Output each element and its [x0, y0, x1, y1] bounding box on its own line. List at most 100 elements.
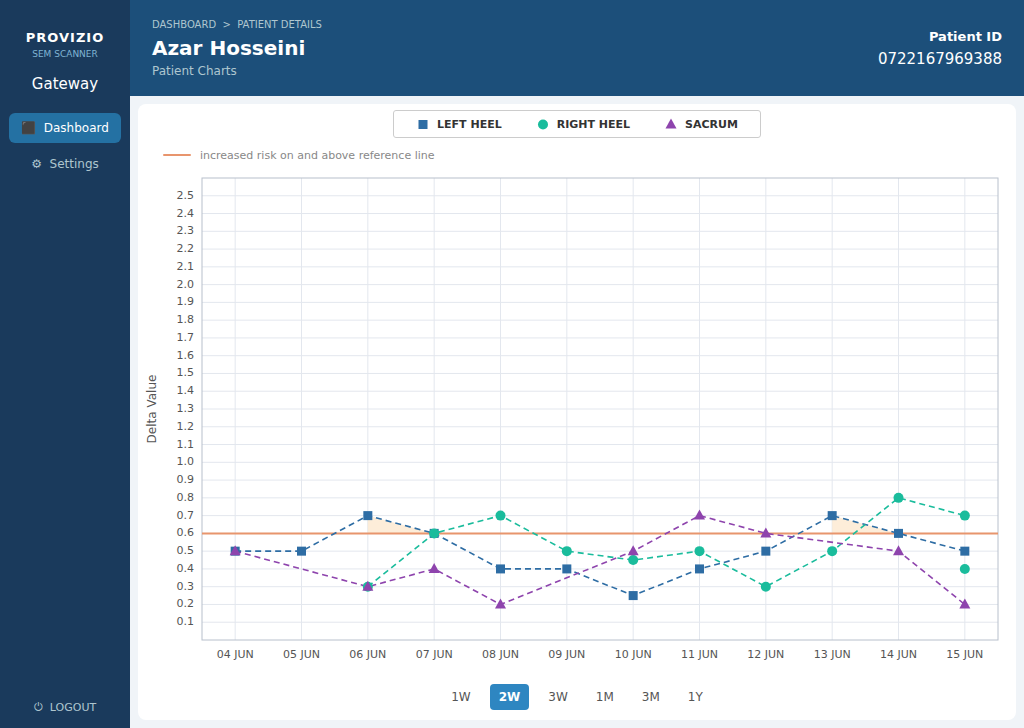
x-tick-label: 07 JUN — [416, 648, 453, 661]
reference-key-line — [164, 154, 190, 156]
y-tick-label: 1.7 — [177, 331, 195, 344]
x-tick-label: 12 JUN — [747, 648, 784, 661]
y-tick-label: 0.7 — [177, 509, 195, 522]
y-grid-line — [202, 426, 998, 427]
series-line — [235, 516, 965, 605]
y-tick-label: 1.5 — [177, 366, 195, 379]
data-point — [629, 591, 638, 600]
time-button[interactable]: 3W — [539, 684, 577, 710]
x-tick-label: 13 JUN — [814, 648, 851, 661]
legend-symbol — [538, 120, 548, 130]
y-tick-label: 1.0 — [177, 455, 195, 468]
time-button[interactable]: 1W — [442, 684, 480, 710]
data-point — [760, 527, 771, 537]
reference-key — [162, 150, 192, 160]
x-grid-line — [832, 178, 833, 640]
y-tick-label: 2.2 — [177, 242, 195, 255]
header: DASHBOARD > PATIENT DETAILSAzar Hosseini… — [130, 0, 1024, 96]
y-grid-line — [202, 480, 998, 481]
y-tick-label: 2.1 — [177, 260, 195, 273]
y-grid-line — [202, 320, 998, 321]
y-tick-label: 0.1 — [177, 615, 195, 628]
y-grid-line — [202, 568, 998, 569]
data-point — [695, 546, 705, 556]
nav-item[interactable]: ⬛ Dashboard — [9, 113, 121, 143]
y-grid-line — [202, 586, 998, 587]
x-grid-line — [633, 178, 634, 640]
data-point — [695, 564, 704, 573]
legend-marker — [416, 117, 430, 131]
y-tick-label: 1.9 — [177, 295, 195, 308]
y-tick-label: 0.2 — [177, 597, 195, 610]
plot-frame — [202, 178, 998, 640]
time-buttons: 1W 2W 3W 1M 3M 1Y — [138, 674, 1016, 720]
y-tick-label: 0.8 — [177, 491, 195, 504]
data-point — [628, 545, 639, 555]
header-right: Patient ID0722167969388 — [878, 29, 1002, 68]
legend-symbol — [419, 120, 428, 129]
axes: 0.10.20.30.40.50.60.70.80.91.01.11.21.31… — [145, 178, 998, 661]
x-tick-label: 05 JUN — [283, 648, 320, 661]
y-grid-line — [202, 497, 998, 498]
x-tick-label: 15 JUN — [946, 648, 983, 661]
legend-label: SACRUM — [685, 118, 738, 131]
header-left: DASHBOARD > PATIENT DETAILSAzar Hosseini… — [152, 19, 322, 78]
legend-marker — [664, 117, 678, 131]
x-tick-label: 10 JUN — [615, 648, 652, 661]
y-grid-line — [202, 231, 998, 232]
data-point — [960, 511, 970, 521]
data-point — [894, 529, 903, 538]
brand: PROVIZIO — [26, 30, 104, 45]
data-point — [363, 511, 372, 520]
y-grid-line — [202, 409, 998, 410]
x-grid-line — [765, 178, 766, 640]
sidebar: PROVIZIOSEM SCANNERGateway⬛ Dashboard⚙ S… — [0, 0, 130, 728]
data-point — [562, 564, 571, 573]
legend-label: LEFT HEEL — [437, 118, 502, 131]
data-point — [628, 555, 638, 565]
subtitle: Patient Charts — [152, 64, 322, 78]
y-tick-label: 0.5 — [177, 544, 195, 557]
data-point — [893, 545, 904, 555]
x-grid-line — [898, 178, 899, 640]
y-grid-line — [202, 373, 998, 374]
grid — [202, 178, 998, 640]
legend-item: LEFT HEEL — [416, 117, 502, 131]
reference-line — [202, 532, 998, 534]
legend-symbol — [666, 119, 677, 129]
time-button[interactable]: 2W — [490, 684, 530, 710]
data-point — [429, 528, 439, 538]
x-tick-label: 11 JUN — [681, 648, 718, 661]
patient-id: 0722167969388 — [878, 50, 1002, 68]
x-grid-line — [301, 178, 302, 640]
legend-item: SACRUM — [664, 117, 738, 131]
time-button[interactable]: 1M — [587, 684, 623, 710]
nav-item[interactable]: ⚙ Settings — [9, 149, 121, 179]
x-tick-label: 04 JUN — [217, 648, 254, 661]
data-point — [430, 529, 439, 538]
main: DASHBOARD > PATIENT DETAILSAzar Hosseini… — [130, 0, 1024, 728]
legend: LEFT HEELRIGHT HEELSACRUM — [393, 110, 761, 138]
data-point — [496, 564, 505, 573]
time-button[interactable]: 3M — [633, 684, 669, 710]
data-point — [362, 581, 373, 591]
y-grid-line — [202, 462, 998, 463]
x-tick-label: 09 JUN — [548, 648, 585, 661]
gateway: Gateway — [32, 75, 98, 93]
data-point — [496, 511, 506, 521]
logout[interactable]: ⏻ LOGOUT — [34, 701, 96, 714]
reference-label: increased risk on and above reference li… — [200, 149, 435, 162]
reference-note: increased risk on and above reference li… — [138, 144, 1016, 166]
y-tick-label: 1.6 — [177, 349, 195, 362]
x-grid-line — [235, 178, 236, 640]
y-grid-line — [202, 444, 998, 445]
time-button[interactable]: 1Y — [679, 684, 712, 710]
data-point — [959, 598, 970, 608]
y-grid-line — [202, 195, 998, 196]
y-grid-line — [202, 302, 998, 303]
y-tick-label: 0.3 — [177, 580, 195, 593]
x-tick-label: 06 JUN — [349, 648, 386, 661]
plot-data — [202, 493, 998, 609]
y-grid-line — [202, 604, 998, 605]
y-grid-line — [202, 284, 998, 285]
